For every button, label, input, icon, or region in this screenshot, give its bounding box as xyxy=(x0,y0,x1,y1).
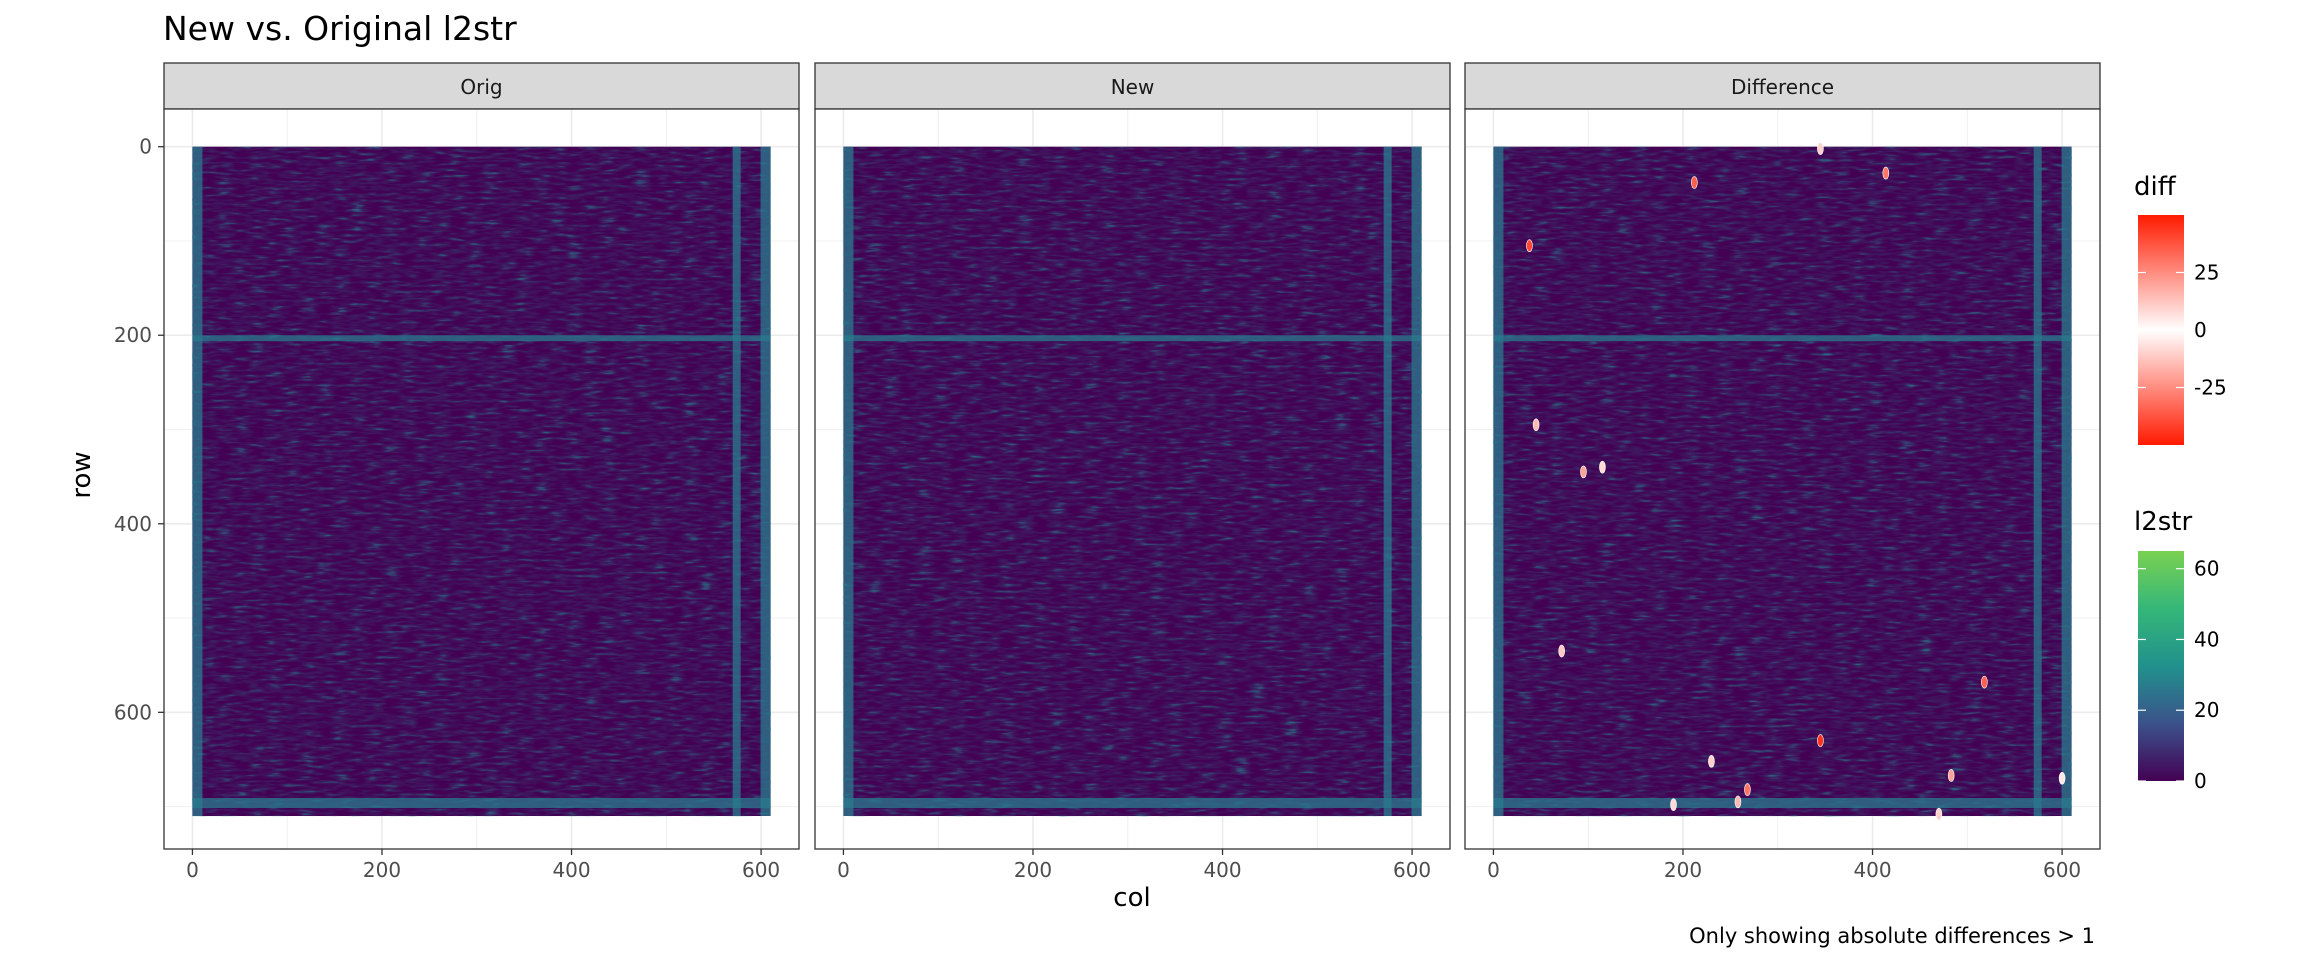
panel-border xyxy=(163,108,800,850)
x-axis-title: col xyxy=(1113,883,1150,913)
difference-point xyxy=(1532,418,1540,432)
heatmap-texture xyxy=(1493,146,2072,817)
x-tick-label: 600 xyxy=(1393,858,1431,882)
panel-border xyxy=(1464,108,2101,850)
x-tick-label: 400 xyxy=(552,858,590,882)
legend-l2str-label: 60 xyxy=(2194,557,2219,581)
y-tick-label: 600 xyxy=(114,700,152,724)
heatmap-edge-band xyxy=(1411,146,1422,817)
legend-diff-title: diff xyxy=(2134,172,2177,202)
difference-point xyxy=(1558,644,1565,658)
difference-point xyxy=(1580,465,1587,479)
heatmap-edge-band xyxy=(192,335,771,342)
heatmap-edge-band xyxy=(2061,146,2072,817)
facet-strip-label: New xyxy=(1111,75,1155,99)
panel-border xyxy=(814,108,1451,850)
heatmap-edge-band xyxy=(1383,146,1392,817)
legend-diff: diff 25 0 -25 xyxy=(2134,172,2227,445)
caption: Only showing absolute differences > 1 xyxy=(1689,924,2095,948)
difference-point xyxy=(1734,795,1742,809)
legend-diff-label: 0 xyxy=(2194,318,2207,342)
difference-point xyxy=(1882,166,1890,180)
heatmap-texture xyxy=(843,146,1422,817)
legend-diff-label: -25 xyxy=(2194,376,2227,400)
y-axis-title: row xyxy=(67,451,97,498)
x-tick-label: 0 xyxy=(1487,858,1500,882)
facet-panel-new: New 0 200 400 600 xyxy=(814,62,1451,882)
difference-point xyxy=(1599,460,1606,474)
difference-point xyxy=(2058,771,2066,785)
heatmap-raster xyxy=(843,146,1422,817)
difference-point xyxy=(1670,798,1677,811)
legend-l2str-title: l2str xyxy=(2134,507,2193,537)
heatmap-texture xyxy=(192,146,771,817)
facet-panel-difference: Difference 0 200 400 600 xyxy=(1464,62,2101,882)
chart-title: New vs. Original l2str xyxy=(163,9,517,48)
x-tick-label: 200 xyxy=(1664,858,1702,882)
x-tick-label: 600 xyxy=(742,858,780,882)
heatmap-edge-band xyxy=(1493,335,2072,342)
legend-l2str-ticks: 0 20 40 60 xyxy=(2138,557,2219,793)
facet-strip xyxy=(814,62,1451,110)
difference-point xyxy=(1691,176,1698,189)
difference-point xyxy=(1817,142,1824,155)
difference-point xyxy=(1526,239,1533,252)
difference-point xyxy=(1817,734,1824,747)
facet-strip-label: Orig xyxy=(460,75,502,99)
heatmap-edge-band xyxy=(760,146,771,817)
heatmap-edge-band xyxy=(732,146,741,817)
heatmap-edge-band xyxy=(2033,146,2042,817)
x-tick-label: 0 xyxy=(837,858,850,882)
heatmap-raster xyxy=(1493,146,2072,817)
y-tick-label: 400 xyxy=(114,512,152,536)
heatmap-edge-band xyxy=(192,798,771,809)
heatmap-edge-band xyxy=(1493,146,1504,817)
heatmap-raster xyxy=(192,146,771,817)
legend-l2str-label: 0 xyxy=(2194,769,2207,793)
x-tick-label: 0 xyxy=(186,858,199,882)
legend-l2str-label: 20 xyxy=(2194,698,2219,722)
x-tick-label: 200 xyxy=(363,858,401,882)
difference-point xyxy=(1981,675,1988,689)
difference-point xyxy=(1708,755,1715,768)
difference-point xyxy=(1744,783,1751,796)
legend-diff-label: 25 xyxy=(2194,261,2219,285)
panels: Orig 0 200 400 600 New 0 200 400 600 Difference 0 20… xyxy=(163,62,2101,882)
x-tick-label: 200 xyxy=(1014,858,1052,882)
heatmap-edge-band xyxy=(843,146,854,817)
legend-diff-ticks: 25 0 -25 xyxy=(2138,261,2227,400)
facet-panel-orig: Orig 0 200 400 600 xyxy=(163,62,800,882)
y-tick-label: 200 xyxy=(114,323,152,347)
facet-strip xyxy=(163,62,800,110)
facet-strip xyxy=(1464,62,2101,110)
difference-point xyxy=(1947,769,1955,782)
heatmap-edge-band xyxy=(192,146,203,817)
x-tick-label: 600 xyxy=(2043,858,2081,882)
y-tick-label: 0 xyxy=(139,135,152,159)
x-tick-label: 400 xyxy=(1203,858,1241,882)
legend-l2str-label: 40 xyxy=(2194,627,2219,651)
y-axis-ticks: 0 200 400 600 xyxy=(114,135,164,724)
heatmap-edge-band xyxy=(1493,798,2072,809)
heatmap-edge-band xyxy=(843,798,1422,809)
legend-l2str: l2str 0 20 40 60 xyxy=(2134,507,2219,793)
x-tick-label: 400 xyxy=(1853,858,1891,882)
legend-l2str-colorbar xyxy=(2138,551,2184,781)
difference-point xyxy=(1935,807,1943,821)
facet-strip-label: Difference xyxy=(1731,75,1834,99)
heatmap-edge-band xyxy=(843,335,1422,342)
